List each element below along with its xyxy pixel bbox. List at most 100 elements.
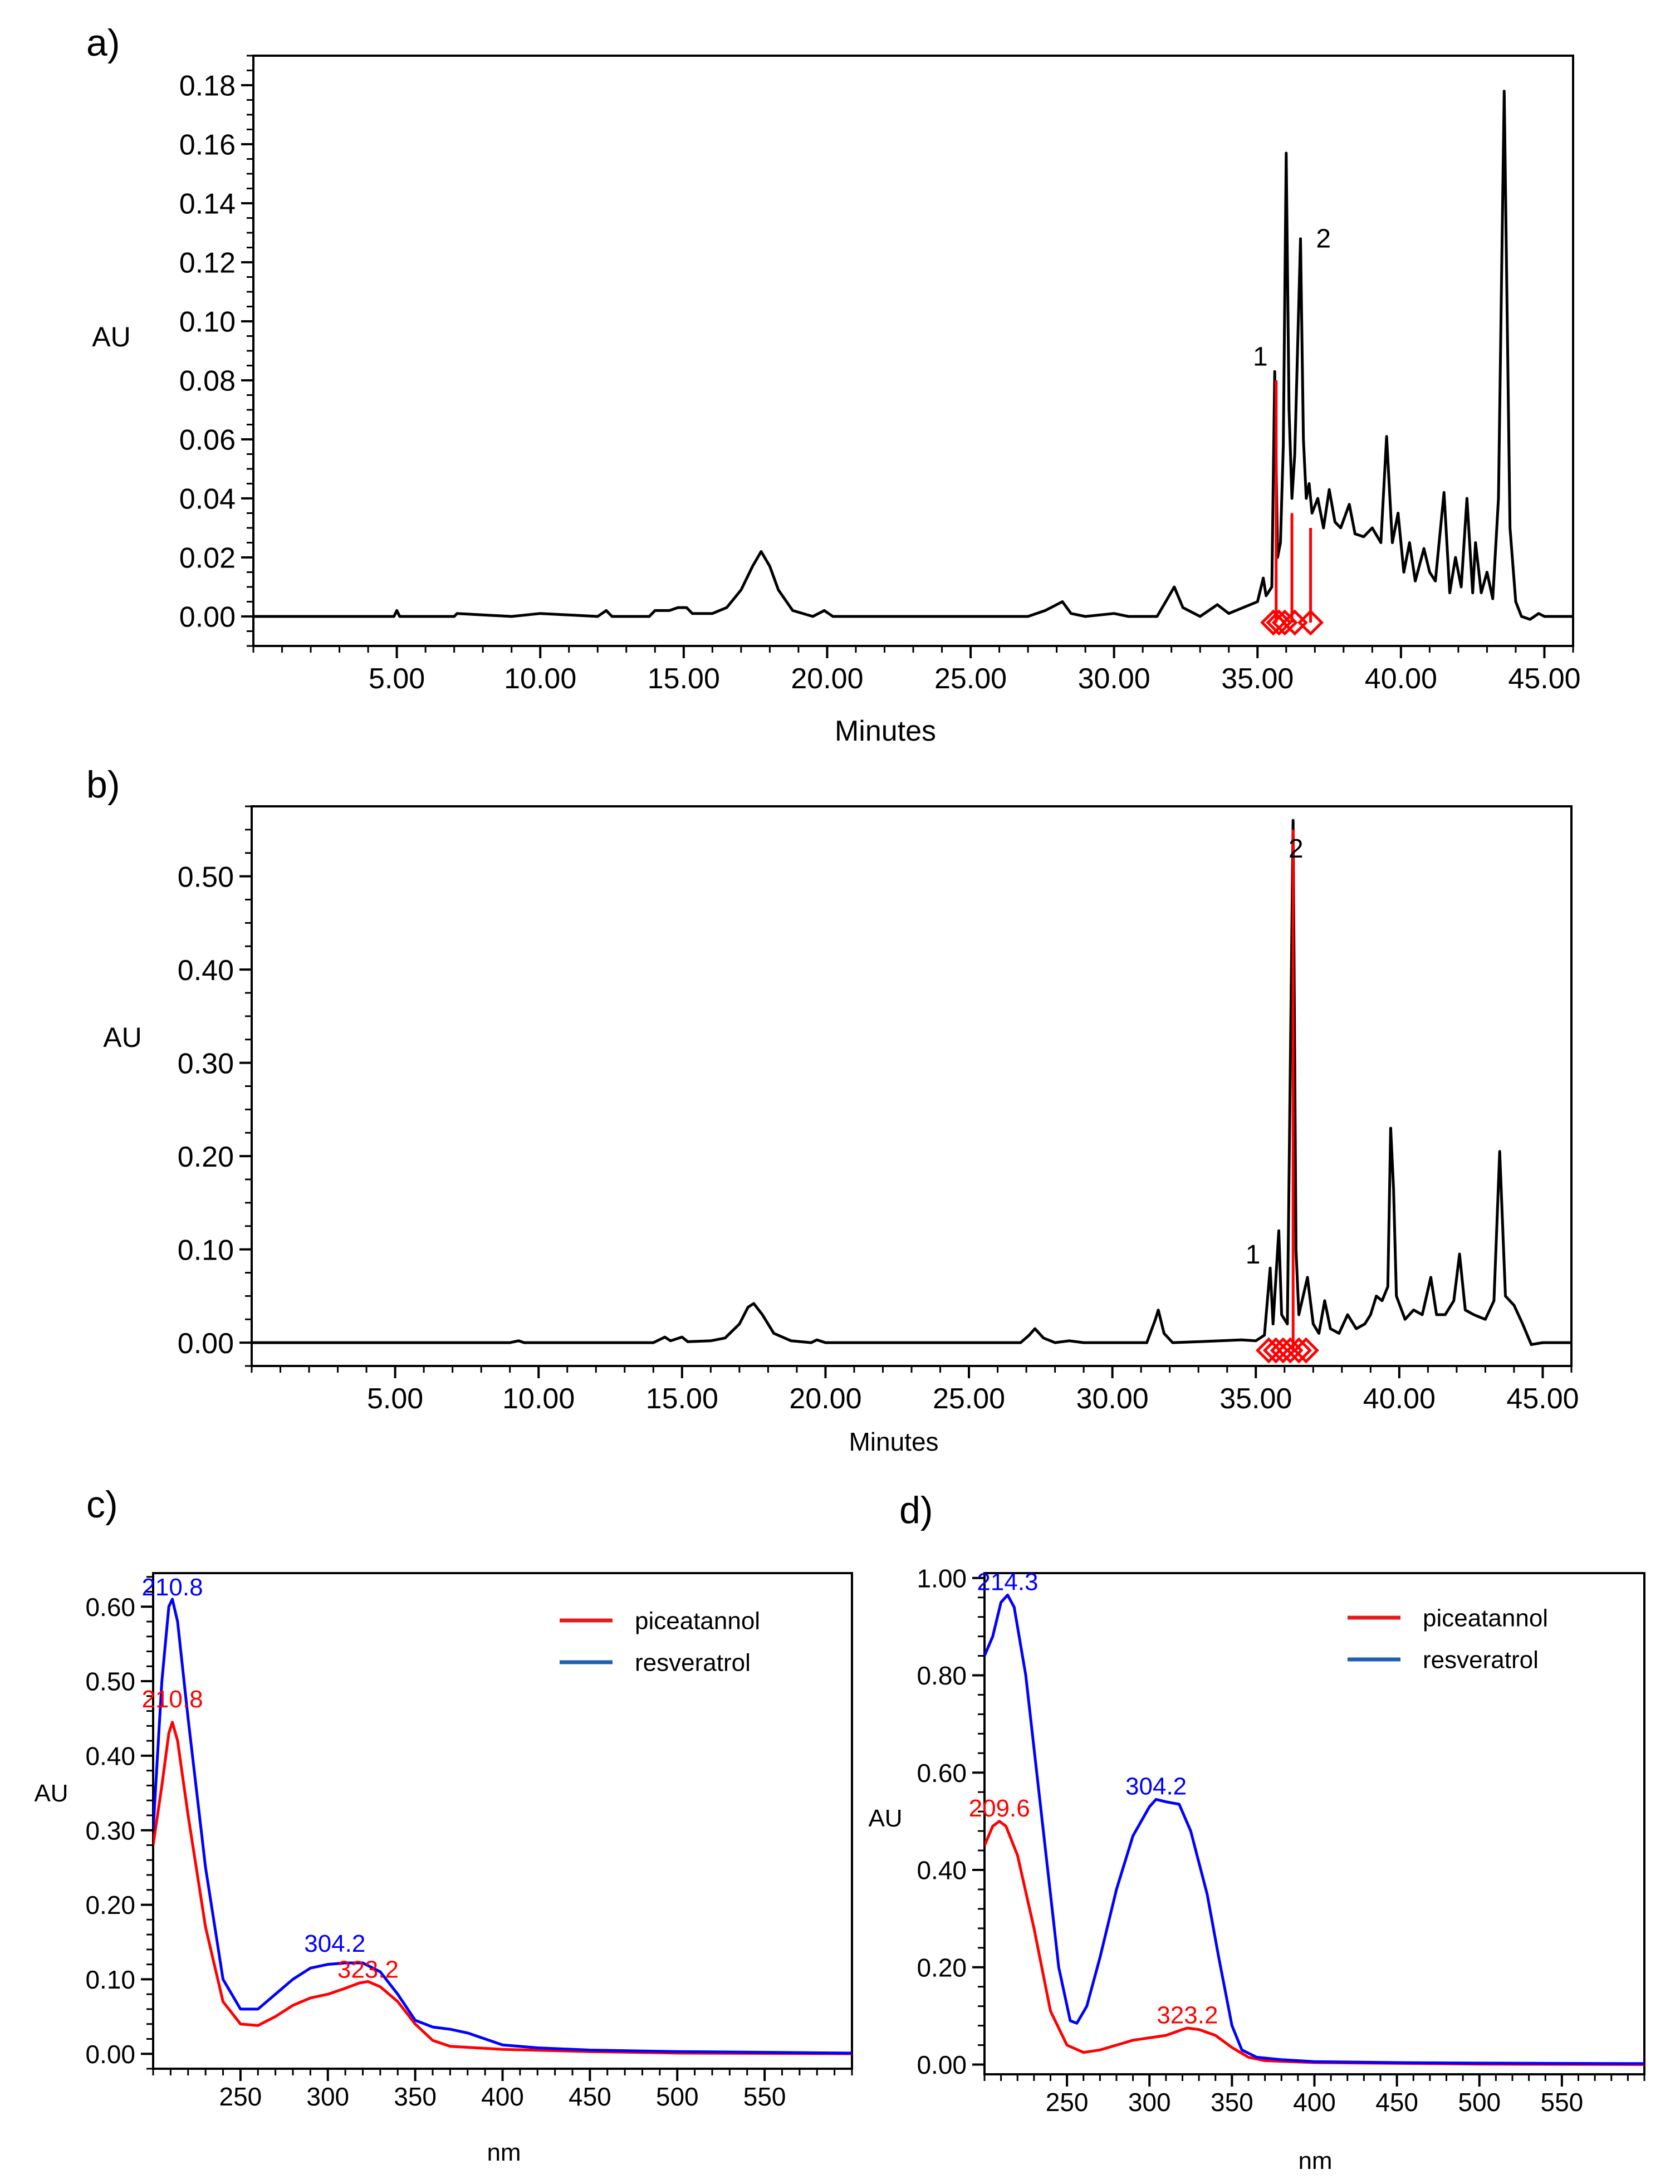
legend-label: piceatannol (1423, 1604, 1548, 1632)
x-tick-label: 550 (743, 2082, 786, 2111)
y-axis-label: AU (92, 321, 130, 352)
x-tick-label: 45.00 (1506, 1383, 1579, 1415)
y-tick-label: 0.18 (179, 70, 236, 102)
integration-marker (1277, 1337, 1304, 1364)
legend: piceatannol resveratrol (1348, 1604, 1548, 1673)
chart-panel-c: c) 250 300 350 400 450 500 550 0.00 0.10 0.20 0.30 0… (34, 1483, 853, 2166)
x-tick-label: 450 (1375, 2088, 1418, 2117)
x-tick-label: 250 (219, 2082, 262, 2111)
y-tick-label: 0.20 (178, 1141, 234, 1173)
x-tick-label: 35.00 (1221, 663, 1294, 695)
y-tick-label: 0.10 (179, 306, 236, 339)
x-tick-label: 25.00 (934, 663, 1007, 695)
x-axis-label: Minutes (849, 1427, 938, 1456)
x-tick-label: 15.00 (648, 663, 720, 695)
x-axis-label: Minutes (835, 715, 936, 747)
peak-annotation: 209.6 (969, 1795, 1030, 1822)
series-line-resveratrol (153, 1598, 852, 2055)
x-tick-label: 45.00 (1508, 663, 1580, 695)
integration-marker (1262, 1337, 1289, 1364)
y-tick-label: 0.10 (85, 1965, 135, 1994)
x-tick-label: 10.00 (504, 663, 576, 695)
y-tick-label: 0.00 (85, 2040, 135, 2069)
x-tick-label: 30.00 (1076, 1383, 1149, 1415)
y-tick-label: 0.60 (85, 1593, 135, 1622)
x-tick-label: 350 (394, 2082, 437, 2111)
peak-annotation: 1 (1253, 342, 1268, 372)
x-tick-label: 30.00 (1078, 663, 1150, 695)
series-line-resveratrol (985, 1593, 1644, 2065)
x-tick-label: 400 (481, 2082, 524, 2111)
y-axis-label: AU (34, 1780, 68, 1807)
legend-label: piceatannol (635, 1607, 760, 1634)
plot-frame (251, 805, 1573, 1367)
y-minor-ticks (247, 55, 253, 647)
peak-annotation: 323.2 (1157, 2001, 1218, 2029)
x-tick-label: 5.00 (367, 1383, 423, 1415)
panel-label: c) (86, 1483, 118, 1526)
series-line-chromatogram (253, 90, 1573, 621)
integration-marker (1297, 609, 1324, 636)
x-tick-label: 500 (656, 2082, 699, 2111)
y-tick-label: 0.06 (179, 424, 236, 457)
x-tick-label: 10.00 (502, 1383, 575, 1415)
y-tick-label: 0.08 (179, 365, 236, 398)
y-tick-label: 1.00 (917, 1564, 967, 1593)
integration-marker (1266, 609, 1292, 636)
x-tick-label: 550 (1541, 2088, 1584, 2117)
peak-annotation: 304.2 (304, 1930, 365, 1957)
y-tick-label: 0.30 (85, 1816, 135, 1845)
y-tick-label: 0.00 (178, 1328, 234, 1360)
y-tick-label: 0.20 (917, 1953, 967, 1982)
integration-marker (1292, 1337, 1319, 1364)
y-tick-label: 0.40 (178, 954, 234, 987)
legend-label: resveratrol (635, 1649, 751, 1676)
series-line-piceatannol (985, 1820, 1644, 2066)
legend-label: resveratrol (1423, 1646, 1539, 1673)
peak-annotation: 210.8 (141, 1686, 203, 1713)
integration-marker (1255, 1337, 1282, 1364)
integration-marker (1271, 609, 1298, 636)
y-tick-label: 0.30 (178, 1047, 234, 1080)
peak-annotation: 304.2 (1125, 1773, 1187, 1800)
y-tick-label: 0.80 (917, 1661, 967, 1690)
y-tick-label: 0.60 (917, 1759, 967, 1788)
y-tick-label: 0.14 (179, 188, 236, 221)
plot-frame (152, 1572, 853, 2070)
y-tick-label: 0.20 (85, 1891, 135, 1919)
x-tick-label: 500 (1458, 2088, 1501, 2117)
y-tick-label: 0.04 (179, 483, 236, 516)
y-tick-label: 0.00 (179, 601, 236, 634)
integration-marker (1281, 609, 1308, 636)
y-axis-label: AU (868, 1805, 902, 1832)
series-line-piceatannol (153, 1721, 852, 2055)
x-tick-label: 250 (1046, 2088, 1089, 2117)
x-tick-label: 450 (569, 2082, 611, 2111)
peak-annotation: 2 (1316, 224, 1331, 254)
y-tick-label: 0.40 (917, 1856, 967, 1885)
y-tick-label: 0.12 (179, 247, 236, 280)
x-tick-label: 400 (1293, 2088, 1336, 2117)
x-tick-label: 40.00 (1363, 1383, 1436, 1415)
x-axis-label: nm (487, 2139, 521, 2166)
series-line-chromatogram (252, 819, 1571, 1346)
x-tick-label: 350 (1211, 2088, 1253, 2117)
y-tick-label: 0.16 (179, 129, 236, 161)
plot-frame (983, 1572, 1645, 2075)
peak-annotation: 1 (1246, 1240, 1261, 1270)
x-tick-label: 20.00 (791, 663, 863, 695)
x-tick-label: 300 (306, 2082, 349, 2111)
y-tick-label: 0.00 (917, 2050, 967, 2079)
chart-panel-b: b)5.00 10.00 15.00 20.00 25.00 30.00 35.00 40.0… (86, 763, 1579, 1456)
y-tick-label: 0.50 (178, 861, 234, 893)
peak-annotation: 214.3 (977, 1569, 1038, 1596)
peak-annotation: 323.2 (337, 1956, 399, 1984)
peak-annotation: 210.8 (141, 1574, 203, 1601)
chart-panel-a: a)5.00 10.00 15.00 20.00 25.00 30.00 35.00 40.0… (86, 22, 1581, 747)
x-tick-label: 35.00 (1219, 1383, 1292, 1415)
x-tick-label: 5.00 (369, 663, 425, 695)
chart-panel-d: d) 250 300 350 400 450 500 550 0.00 0.20 0.40 0.60 0… (868, 1489, 1645, 2175)
x-tick-label: 300 (1128, 2088, 1171, 2117)
plot-frame (252, 55, 1574, 647)
